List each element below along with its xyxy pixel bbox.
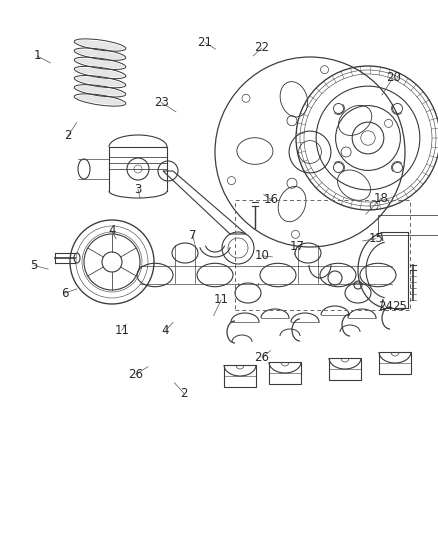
Text: 17: 17: [290, 240, 304, 253]
Text: 6: 6: [61, 287, 69, 300]
Text: 11: 11: [214, 293, 229, 306]
Ellipse shape: [76, 68, 124, 77]
Bar: [224, 365, 256, 387]
Text: 21: 21: [198, 36, 212, 49]
Ellipse shape: [76, 77, 124, 86]
Text: 16: 16: [264, 193, 279, 206]
Text: 11: 11: [114, 324, 129, 337]
Text: 15: 15: [368, 232, 383, 245]
Ellipse shape: [76, 95, 124, 105]
Ellipse shape: [76, 59, 124, 68]
Ellipse shape: [76, 50, 124, 59]
Text: 4: 4: [162, 324, 170, 337]
Text: 23: 23: [154, 96, 169, 109]
Text: 7: 7: [189, 229, 197, 242]
Ellipse shape: [76, 40, 124, 50]
Text: 1: 1: [33, 50, 41, 62]
Text: 22: 22: [254, 42, 269, 54]
Text: 3: 3: [134, 183, 141, 196]
Text: 20: 20: [386, 71, 401, 84]
Text: 4: 4: [108, 224, 116, 237]
Text: 26: 26: [254, 351, 269, 364]
Bar: [235, 200, 410, 310]
Text: 24: 24: [378, 300, 393, 313]
Ellipse shape: [76, 86, 124, 95]
Text: 2: 2: [180, 387, 188, 400]
Bar: [329, 358, 361, 380]
Bar: [379, 352, 411, 374]
Text: 26: 26: [128, 368, 143, 381]
Text: 10: 10: [254, 249, 269, 262]
Text: 25: 25: [392, 300, 407, 313]
Text: 18: 18: [374, 192, 389, 205]
Text: 2: 2: [64, 130, 72, 142]
Text: 5: 5: [31, 259, 38, 272]
Bar: [269, 362, 301, 384]
